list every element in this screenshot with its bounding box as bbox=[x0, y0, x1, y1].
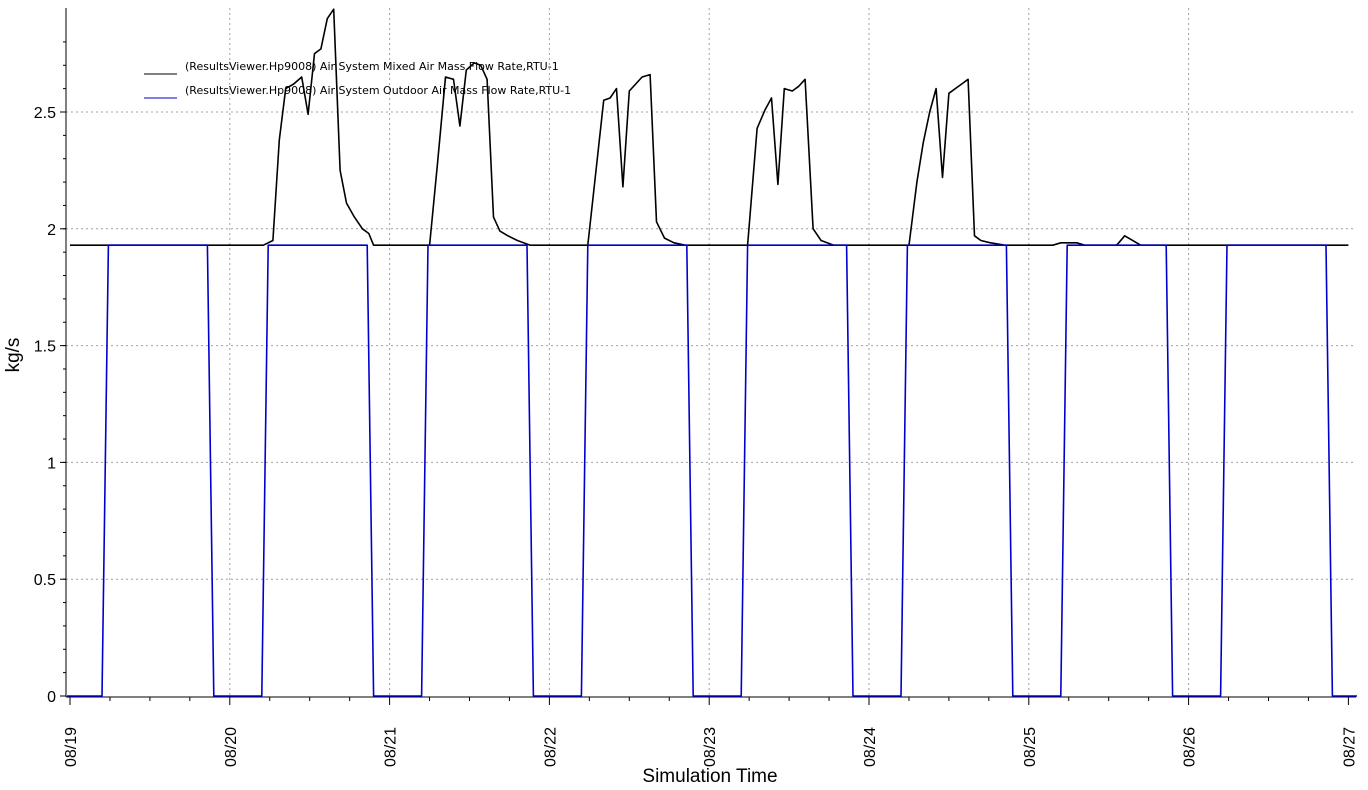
series-line-2 bbox=[67, 244, 1357, 697]
series-lines bbox=[67, 8, 1357, 697]
y-axis-title: kg/s bbox=[3, 338, 24, 373]
legend-label-1: (ResultsViewer.Hp9008) Air System Mixed … bbox=[185, 60, 559, 73]
y-tick-label: 2.5 bbox=[34, 105, 56, 122]
y-tick-label: 0.5 bbox=[34, 572, 56, 589]
x-tick-label: 08/25 bbox=[1022, 727, 1039, 767]
axes bbox=[60, 8, 1356, 705]
x-tick-label: 08/22 bbox=[542, 727, 559, 767]
x-tick-label: 08/20 bbox=[223, 727, 240, 767]
x-tick-label: 08/21 bbox=[383, 727, 400, 767]
y-tick-label: 2 bbox=[47, 222, 56, 239]
legend-label-2: (ResultsViewer.Hp9008) Air System Outdoo… bbox=[185, 84, 571, 97]
y-tick-label: 1 bbox=[47, 455, 56, 472]
x-tick-label: 08/26 bbox=[1182, 727, 1199, 767]
x-tick-label: 08/23 bbox=[702, 727, 719, 767]
grid-lines bbox=[66, 8, 1356, 697]
x-tick-label: 08/19 bbox=[63, 727, 80, 767]
y-tick-label: 1.5 bbox=[34, 339, 56, 356]
legend: (ResultsViewer.Hp9008) Air System Mixed … bbox=[144, 60, 571, 99]
x-tick-label: 08/27 bbox=[1341, 727, 1358, 767]
series-line-1 bbox=[70, 8, 1349, 246]
x-axis-title: Simulation Time bbox=[642, 766, 777, 787]
x-tick-label: 08/24 bbox=[862, 727, 879, 767]
y-tick-label: 0 bbox=[47, 689, 56, 706]
tick-labels: 08/19 08/20 08/21 08/22 08/23 08/24 08/25 08/26… bbox=[34, 105, 1359, 767]
